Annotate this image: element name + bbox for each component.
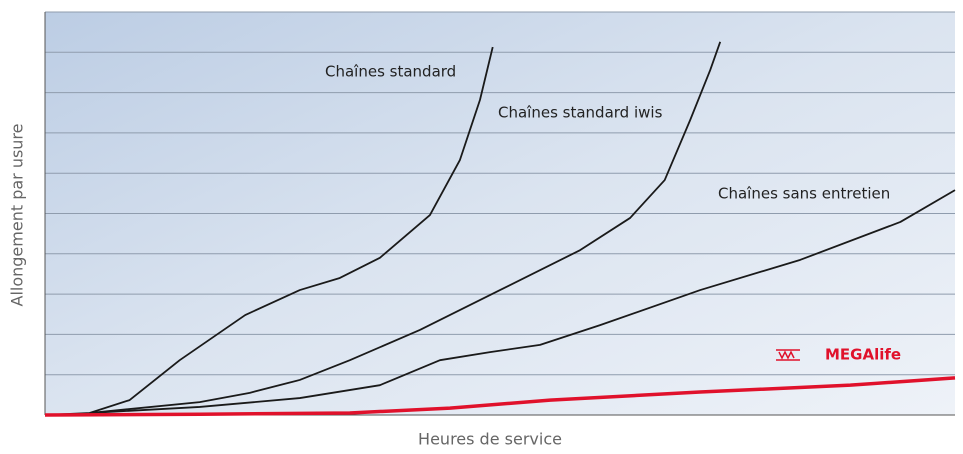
series-label: Chaînes standard xyxy=(325,63,456,81)
series-label: Chaînes sans entretien xyxy=(718,185,890,203)
chart: Allongement par usure Heures de service … xyxy=(0,0,963,454)
page: Allongement par usure Heures de service … xyxy=(0,0,963,454)
series-label: MEGAlife xyxy=(825,346,901,364)
x-axis-title: Heures de service xyxy=(418,430,562,449)
y-axis-title: Allongement par usure xyxy=(8,123,27,306)
series-label: Chaînes standard iwis xyxy=(498,104,663,122)
